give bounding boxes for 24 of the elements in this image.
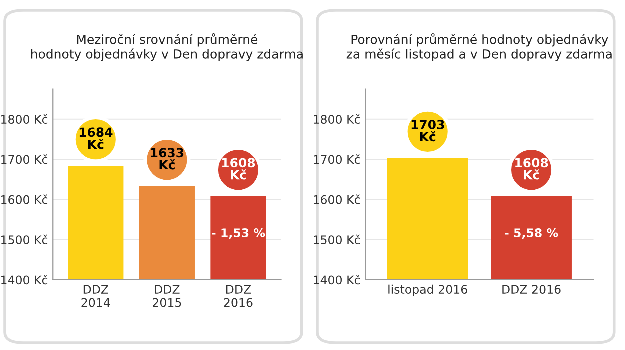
- x-tick-label: DDZ 2016: [502, 285, 561, 294]
- y-tick-label: 1500 Kč: [2, 234, 48, 244]
- chart-title: Meziroční srovnání průměrné hodnoty objednávky v Den dopravy zdarma: [31, 34, 303, 62]
- annotation: - 5,58 %: [505, 228, 558, 239]
- y-tick-label: 1400 Kč: [2, 275, 48, 285]
- y-tick-label: 1400 Kč: [314, 275, 360, 285]
- data-label: 1684 Kč: [80, 128, 113, 150]
- y-tick-label: 1700 Kč: [314, 154, 360, 164]
- data-label: 1608 Kč: [222, 158, 256, 180]
- data-label: 1703 Kč: [412, 120, 444, 142]
- y-tick-label: 1800 Kč: [2, 114, 48, 124]
- y-tick-label: 1600 Kč: [314, 194, 360, 204]
- x-tick-label: DDZ 2016: [224, 285, 253, 308]
- chart-title: Porovnání průměrné hodnoty objednávky za měsíc listopad a v Den dopravy zdarma: [346, 34, 612, 62]
- y-tick-label: 1800 Kč: [314, 114, 360, 124]
- y-tick-label: 1600 Kč: [2, 194, 48, 204]
- annotation: - 1,53 %: [212, 228, 266, 239]
- x-tick-label: listopad 2016: [388, 284, 468, 296]
- data-label: 1633 Kč: [151, 148, 184, 170]
- y-tick-label: 1500 Kč: [314, 234, 360, 244]
- data-label: 1608 Kč: [516, 158, 548, 180]
- x-tick-label: DDZ 2014: [82, 285, 110, 308]
- y-tick-label: 1700 Kč: [2, 154, 48, 164]
- x-tick-label: DDZ 2015: [153, 285, 182, 308]
